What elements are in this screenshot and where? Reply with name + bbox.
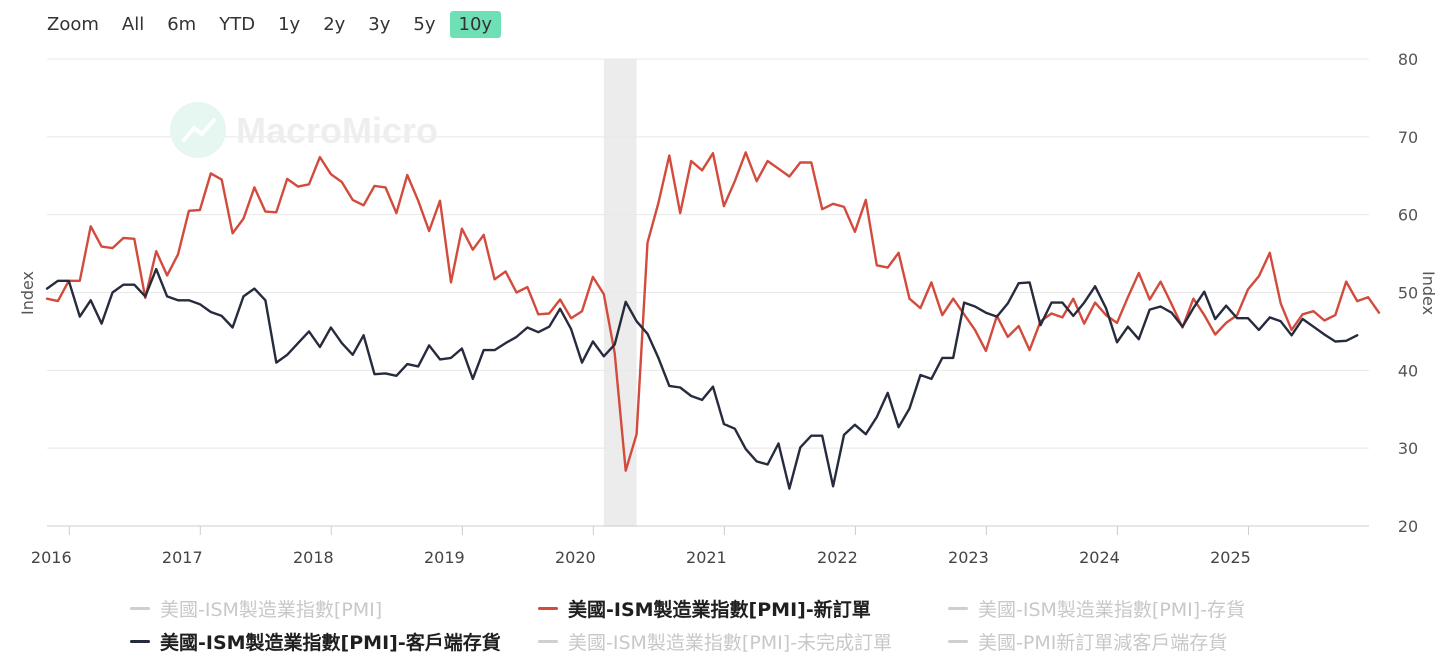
legend-item-customer-inventories[interactable]: 美國-ISM製造業指數[PMI]-客戶端存貨 [130,628,501,655]
series-line-new-orders [45,151,1381,472]
x-tick-label: 2020 [555,548,596,567]
y-tick-label: 60 [1398,206,1418,225]
legend-label: 美國-ISM製造業指數[PMI]-存貨 [978,599,1246,621]
x-tick-label: 2025 [1210,548,1251,567]
x-tick-label: 2018 [293,548,334,567]
legend-item-pmi[interactable]: 美國-ISM製造業指數[PMI] [130,595,382,622]
y-tick-label: 80 [1398,50,1418,69]
grid-layer [47,58,1369,449]
legend-swatch [538,607,558,610]
axis-layer: 20 30 40 50 60 70 80 2016 2017 2018 2019 2020 2021 20… [31,50,1418,567]
watermark: MacroMicro [170,102,438,158]
series-line-customer-inventories [45,267,1359,490]
legend-label: 美國-ISM製造業指數[PMI]-未完成訂單 [568,632,893,654]
x-tick-label: 2023 [948,548,989,567]
zoom-1y-button[interactable]: 1y [278,13,301,35]
watermark-trend-icon [182,118,216,142]
zoom-10y-button[interactable]: 10y [449,10,502,38]
y-tick-label: 30 [1398,439,1418,458]
y-tick-label: 50 [1398,284,1418,303]
legend-item-backlog-orders[interactable]: 美國-ISM製造業指數[PMI]-未完成訂單 [538,628,892,655]
y-axis-right-label: Index [1419,271,1438,315]
watermark-text: MacroMicro [236,110,438,151]
x-tick-label: 2024 [1079,548,1120,567]
legend-swatch [948,607,968,610]
legend-item-inventories[interactable]: 美國-ISM製造業指數[PMI]-存貨 [948,595,1245,622]
legend-label: 美國-ISM製造業指數[PMI]-客戶端存貨 [160,632,501,654]
line-chart: MacroMicro 20 30 40 50 60 70 80 2016 2017 2018 201… [18,50,1438,567]
zoom-bar: Zoom All 6m YTD 1y 2y 3y 5y 10y [38,8,506,40]
y-tick-label: 40 [1398,361,1418,380]
x-tick-label: 2019 [424,548,465,567]
legend-swatch [130,640,150,643]
legend: 美國-ISM製造業指數[PMI] 美國-ISM製造業指數[PMI]-新訂單 美國… [0,590,1456,660]
x-tick-label: 2016 [31,548,72,567]
zoom-2y-button[interactable]: 2y [323,13,346,35]
zoom-label: Zoom [47,13,99,35]
legend-item-new-orders[interactable]: 美國-ISM製造業指數[PMI]-新訂單 [538,595,871,622]
series-layer [45,151,1381,490]
y-tick-label: 70 [1398,128,1418,147]
y-tick-label: 20 [1398,517,1418,536]
legend-swatch [538,640,558,643]
x-tick-label: 2021 [686,548,727,567]
legend-label: 美國-ISM製造業指數[PMI]-新訂單 [568,599,871,621]
zoom-3y-button[interactable]: 3y [368,13,391,35]
zoom-5y-button[interactable]: 5y [413,13,436,35]
legend-label: 美國-PMI新訂單減客戶端存貨 [978,632,1228,654]
legend-swatch [948,640,968,643]
zoom-ytd-button[interactable]: YTD [219,13,256,35]
legend-swatch [130,607,150,610]
zoom-all-button[interactable]: All [121,13,145,35]
legend-item-new-orders-minus-customer-inventories[interactable]: 美國-PMI新訂單減客戶端存貨 [948,628,1227,655]
x-tick-label: 2022 [817,548,858,567]
zoom-6m-button[interactable]: 6m [167,13,197,35]
legend-label: 美國-ISM製造業指數[PMI] [160,599,383,621]
y-axis-left-label: Index [18,271,37,315]
x-tick-label: 2017 [162,548,203,567]
